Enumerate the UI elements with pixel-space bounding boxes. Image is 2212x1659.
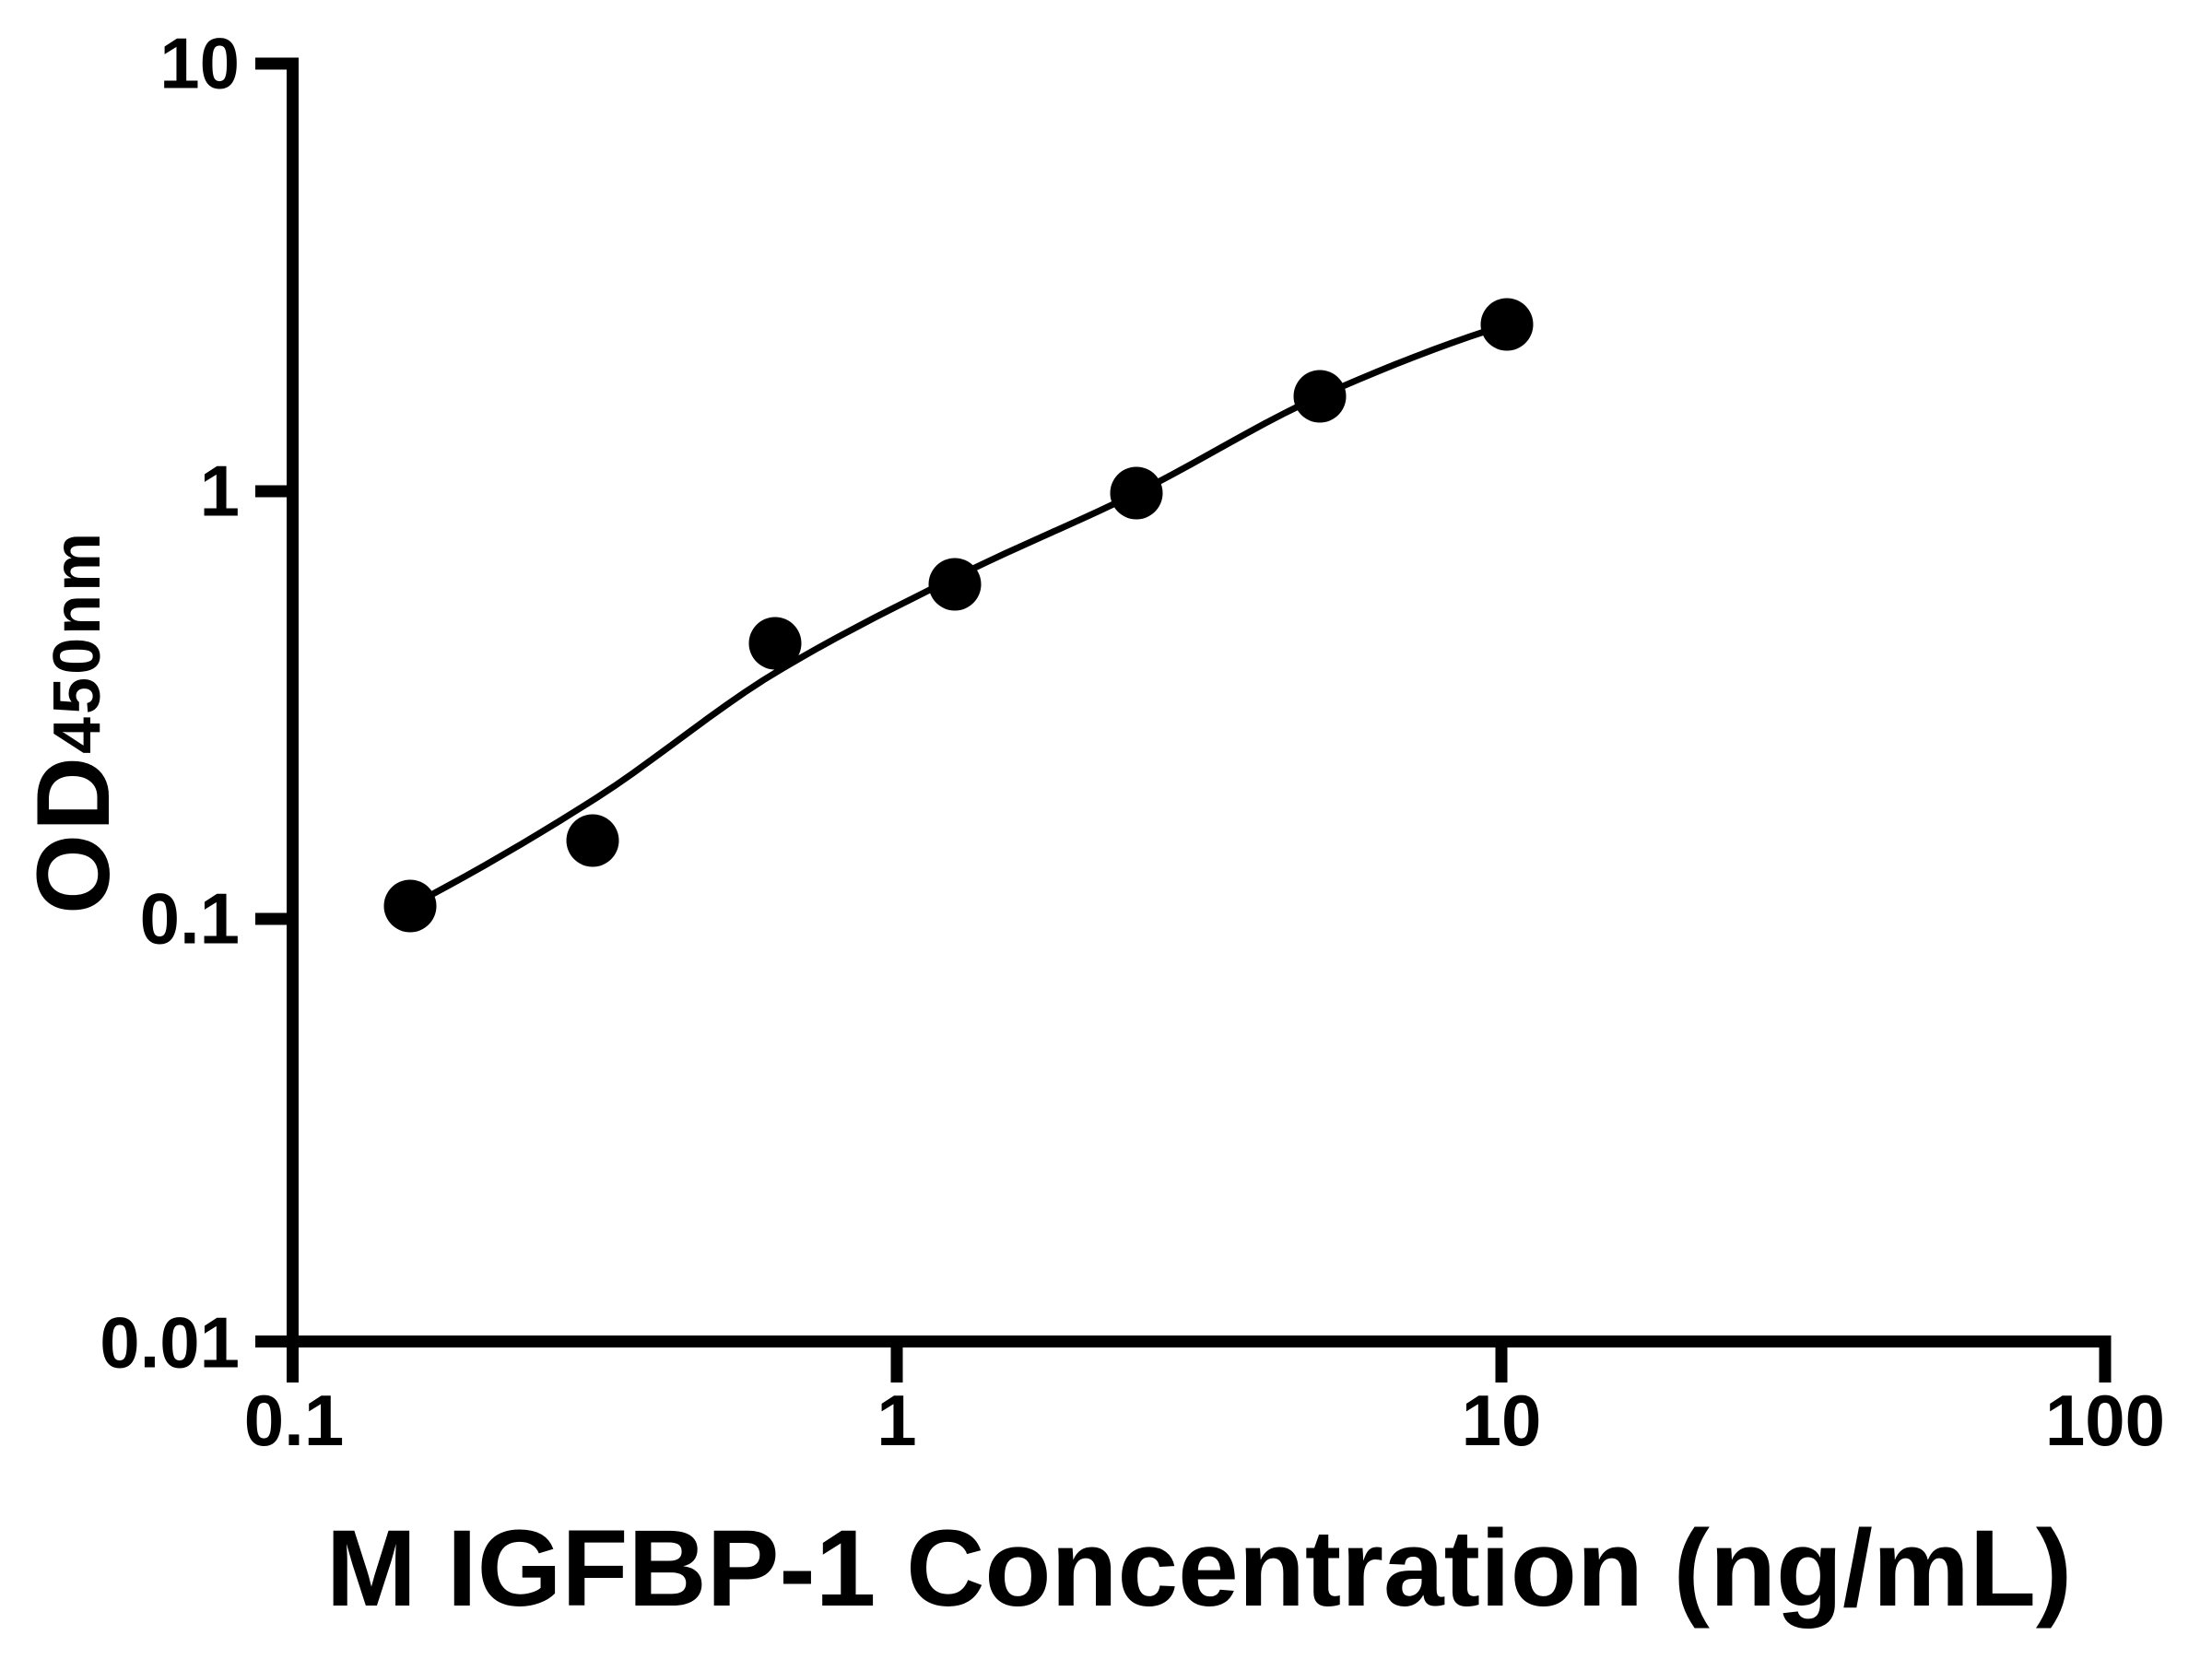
svg-text:M IGFBP-1 Concentration (ng/mL: M IGFBP-1 Concentration (ng/mL) bbox=[326, 1508, 2072, 1630]
svg-text:0.01: 0.01 bbox=[100, 1302, 240, 1383]
svg-text:100: 100 bbox=[2045, 1380, 2165, 1461]
svg-text:10: 10 bbox=[1462, 1380, 1542, 1461]
svg-text:0.1: 0.1 bbox=[140, 878, 240, 959]
svg-text:10: 10 bbox=[159, 23, 240, 104]
svg-text:1: 1 bbox=[200, 451, 240, 532]
svg-text:1: 1 bbox=[877, 1380, 916, 1461]
svg-text:0.1: 0.1 bbox=[244, 1380, 344, 1461]
